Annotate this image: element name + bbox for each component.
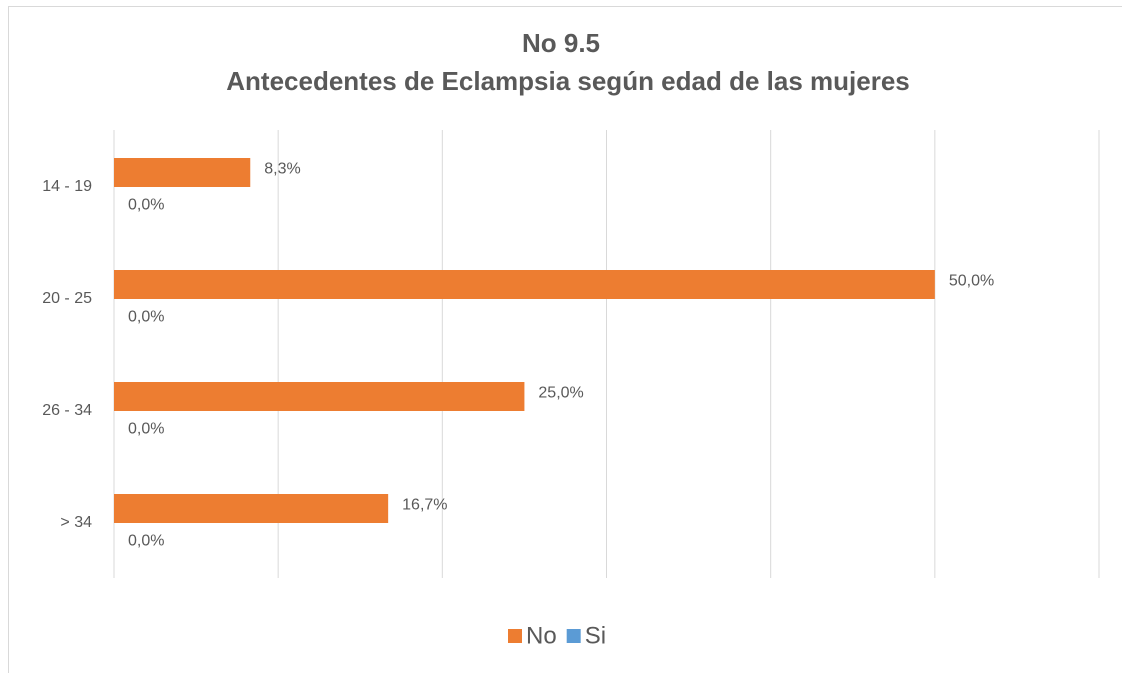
y-tick-label: 26 - 34 <box>42 402 92 419</box>
data-label: 0,0% <box>128 197 164 214</box>
bar <box>114 158 251 187</box>
data-label: 50,0% <box>949 273 994 290</box>
chart-border <box>8 6 1122 673</box>
bar <box>114 382 525 411</box>
y-tick-label: 14 - 19 <box>42 178 92 195</box>
legend-swatch <box>508 629 522 643</box>
legend-label: No <box>526 622 557 649</box>
legend-swatch <box>566 629 581 643</box>
chart-title: No 9.5 <box>522 28 600 58</box>
legend-label: Si <box>585 622 606 649</box>
y-tick-label: > 34 <box>60 514 92 531</box>
bar <box>114 270 935 299</box>
data-label: 25,0% <box>538 385 583 402</box>
chart-subtitle: Antecedentes de Eclampsia según edad de … <box>226 66 910 96</box>
y-tick-label: 20 - 25 <box>42 290 92 307</box>
bar <box>114 494 389 523</box>
data-label: 8,3% <box>264 161 300 178</box>
data-label: 0,0% <box>128 309 164 326</box>
data-label: 16,7% <box>402 497 447 514</box>
data-label: 0,0% <box>128 533 164 550</box>
data-label: 0,0% <box>128 421 164 438</box>
